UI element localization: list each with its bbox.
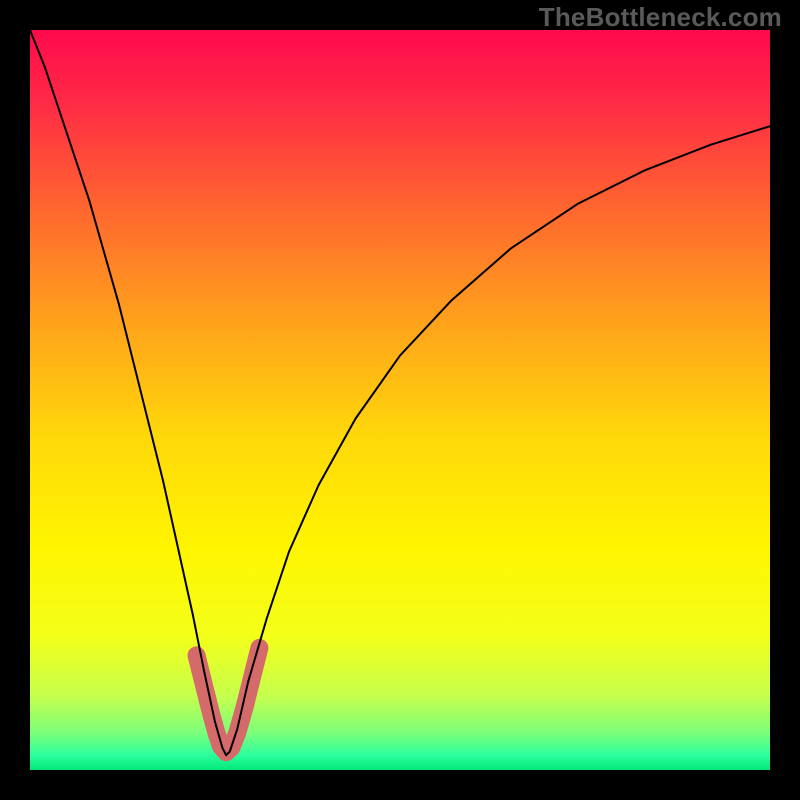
highlight-segment	[197, 648, 260, 752]
curve-layer	[30, 30, 770, 770]
watermark-text: TheBottleneck.com	[539, 2, 782, 33]
main-curve	[30, 30, 770, 755]
plot-area	[30, 30, 770, 770]
chart-frame: TheBottleneck.com	[0, 0, 800, 800]
